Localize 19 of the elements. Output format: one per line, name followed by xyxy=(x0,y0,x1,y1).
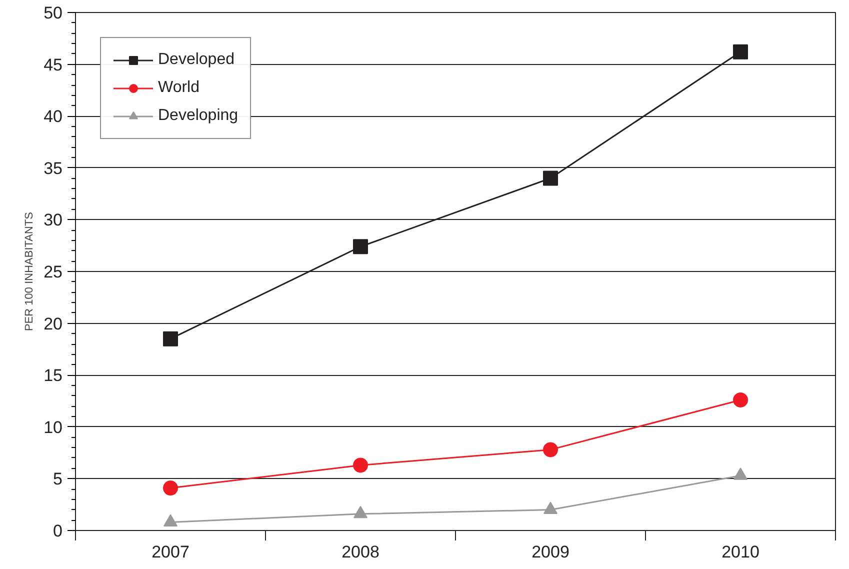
x-tick-label: 2009 xyxy=(532,542,570,562)
y-tick-label: 50 xyxy=(44,4,63,22)
y-tick-label: 0 xyxy=(53,522,63,540)
x-tick-label: 2007 xyxy=(152,542,190,562)
y-tick-label: 5 xyxy=(53,470,63,489)
legend-label: Developed xyxy=(158,51,234,69)
x-tick-label: 2008 xyxy=(342,542,380,562)
x-tick-label: 2010 xyxy=(722,542,760,562)
y-tick-label: 20 xyxy=(44,314,63,334)
y-tick-label: 40 xyxy=(44,107,63,126)
legend-label: World xyxy=(158,79,200,97)
y-tick-label: 30 xyxy=(44,210,63,230)
y-tick-label: 10 xyxy=(44,418,63,437)
y-tick-label: 15 xyxy=(44,366,63,386)
legend-label: Developing xyxy=(158,107,238,125)
y-tick-label: 45 xyxy=(44,55,63,74)
y-tick-label: 25 xyxy=(44,262,63,282)
y-axis-title: PER 100 INHABITANTS xyxy=(24,212,36,331)
y-tick-label: 35 xyxy=(44,158,63,178)
